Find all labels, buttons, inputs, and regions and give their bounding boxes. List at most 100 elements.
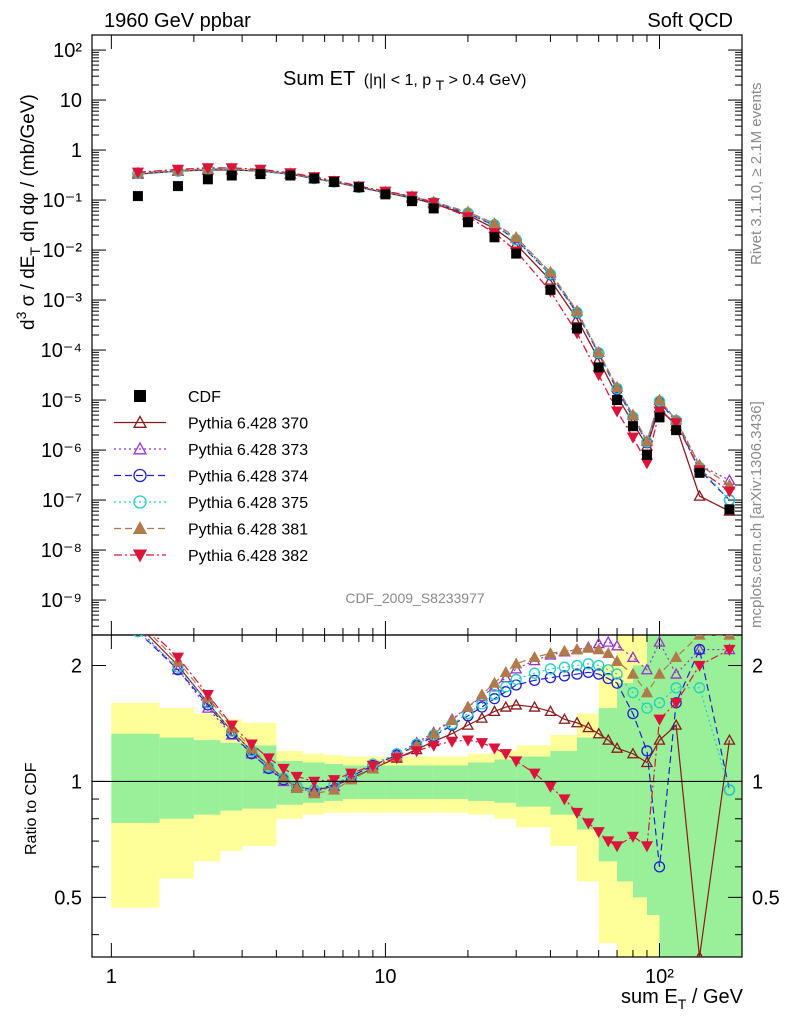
ratio-y-tick-label: 1 [71, 771, 82, 793]
ratio-point [571, 659, 583, 672]
ratio-point [602, 672, 614, 685]
ratio-point [592, 643, 605, 655]
ratio-point [571, 668, 583, 680]
ratio-y-tick-label-right: 1 [752, 771, 763, 793]
ratio-point [693, 643, 706, 656]
cdf-point [132, 191, 143, 202]
ratio-point [611, 668, 623, 680]
ratio-point [640, 686, 654, 698]
ratio-point [582, 641, 595, 653]
inner-band-bin [193, 740, 221, 815]
ratio-point [488, 676, 501, 688]
mc-point [570, 304, 584, 316]
inner-band-bin [111, 733, 160, 823]
mc-curve [137, 168, 730, 481]
ratio-point [308, 787, 321, 799]
ratio-point [602, 635, 615, 647]
ratio-point [640, 841, 654, 853]
ratio-point [602, 664, 614, 676]
mc-point [693, 489, 706, 501]
ratio-point [582, 721, 595, 733]
ratio-point [475, 688, 489, 700]
ratio-y-tick-label: 0.5 [54, 887, 82, 909]
mc-point [670, 418, 683, 430]
ratio-point [640, 756, 654, 768]
ratio-point [475, 738, 489, 750]
ratio-point [171, 652, 185, 664]
mc-point [225, 163, 238, 175]
cdf-point [309, 173, 320, 184]
ratio-point [461, 700, 475, 712]
ratio-point [488, 689, 501, 701]
x-axis-label: sum ET / GeV [621, 986, 744, 1012]
ratio-point [499, 665, 512, 677]
ratio-point [290, 771, 303, 783]
ratio-point [610, 655, 624, 667]
ratio-point [696, 950, 704, 957]
mc-curve [137, 168, 730, 486]
ratio-point [653, 667, 666, 679]
ratio-point [528, 650, 541, 662]
legend-marker [133, 468, 147, 483]
header-right: Soft QCD [647, 10, 733, 32]
ratio-point [653, 714, 666, 726]
ratio-point [653, 697, 666, 709]
ratio-panel-series [133, 617, 736, 957]
inner-band-bin [617, 683, 633, 882]
ratio-point [626, 831, 640, 843]
mc-point [131, 167, 145, 179]
legend-marker [132, 549, 148, 563]
ratio-point [544, 705, 557, 717]
y-tick-label: 10 [60, 90, 82, 112]
y-tick-label: 10⁻² [43, 240, 83, 262]
ratio-point [445, 736, 459, 748]
cdf-point [462, 217, 473, 228]
ratio-point [133, 617, 143, 626]
ratio-point [693, 643, 706, 655]
ratio-point [544, 663, 557, 675]
legend-label: Pythia 6.428 374 [188, 469, 308, 486]
ratio-point [611, 677, 623, 689]
inner-band-bin [159, 737, 194, 819]
ratio-y-tick-label-right: 2 [752, 655, 763, 677]
inner-band-bin [385, 765, 412, 800]
ratio-point [626, 747, 640, 759]
cdf-point [627, 421, 638, 432]
mc-point [427, 198, 440, 210]
cdf-point [612, 395, 623, 406]
ratio-point [528, 700, 541, 712]
y-tick-label: 10⁻⁷ [42, 490, 82, 512]
ratio-point [245, 739, 258, 751]
ratio-point [499, 749, 512, 761]
inner-band-bin [576, 737, 599, 830]
ratio-point [390, 753, 403, 765]
mc-point [723, 486, 736, 498]
mc-point [640, 434, 654, 446]
header-left: 1960 GeV ppbar [104, 10, 251, 32]
cdf-point [285, 170, 296, 181]
legend-marker [134, 390, 146, 402]
cdf-point [593, 362, 604, 373]
ratio-point [345, 768, 358, 780]
ratio-uncertainty-bands [111, 635, 742, 957]
legend-marker [132, 441, 148, 455]
ratio-point [570, 716, 584, 728]
ratio-point [499, 700, 512, 712]
mc-point [626, 408, 640, 420]
cdf-point [255, 169, 266, 180]
mc-point [171, 164, 185, 176]
top-panel-frame [91, 34, 743, 636]
ratio-point [290, 781, 303, 793]
ratio-point [670, 682, 682, 694]
ratio-point [558, 644, 571, 656]
cdf-point [571, 323, 582, 334]
ratio-y-axis-label: Ratio to CDF [23, 762, 40, 855]
ratio-point [610, 841, 624, 853]
ratio-point [544, 647, 557, 659]
ratio-y-tick-label-right: 0.5 [752, 887, 780, 909]
ratio-point [593, 659, 605, 672]
y-tick-label: 10² [53, 40, 82, 62]
y-tick-label: 10⁻⁴ [41, 340, 82, 362]
ratio-point [570, 807, 584, 819]
ratio-point [328, 783, 341, 795]
